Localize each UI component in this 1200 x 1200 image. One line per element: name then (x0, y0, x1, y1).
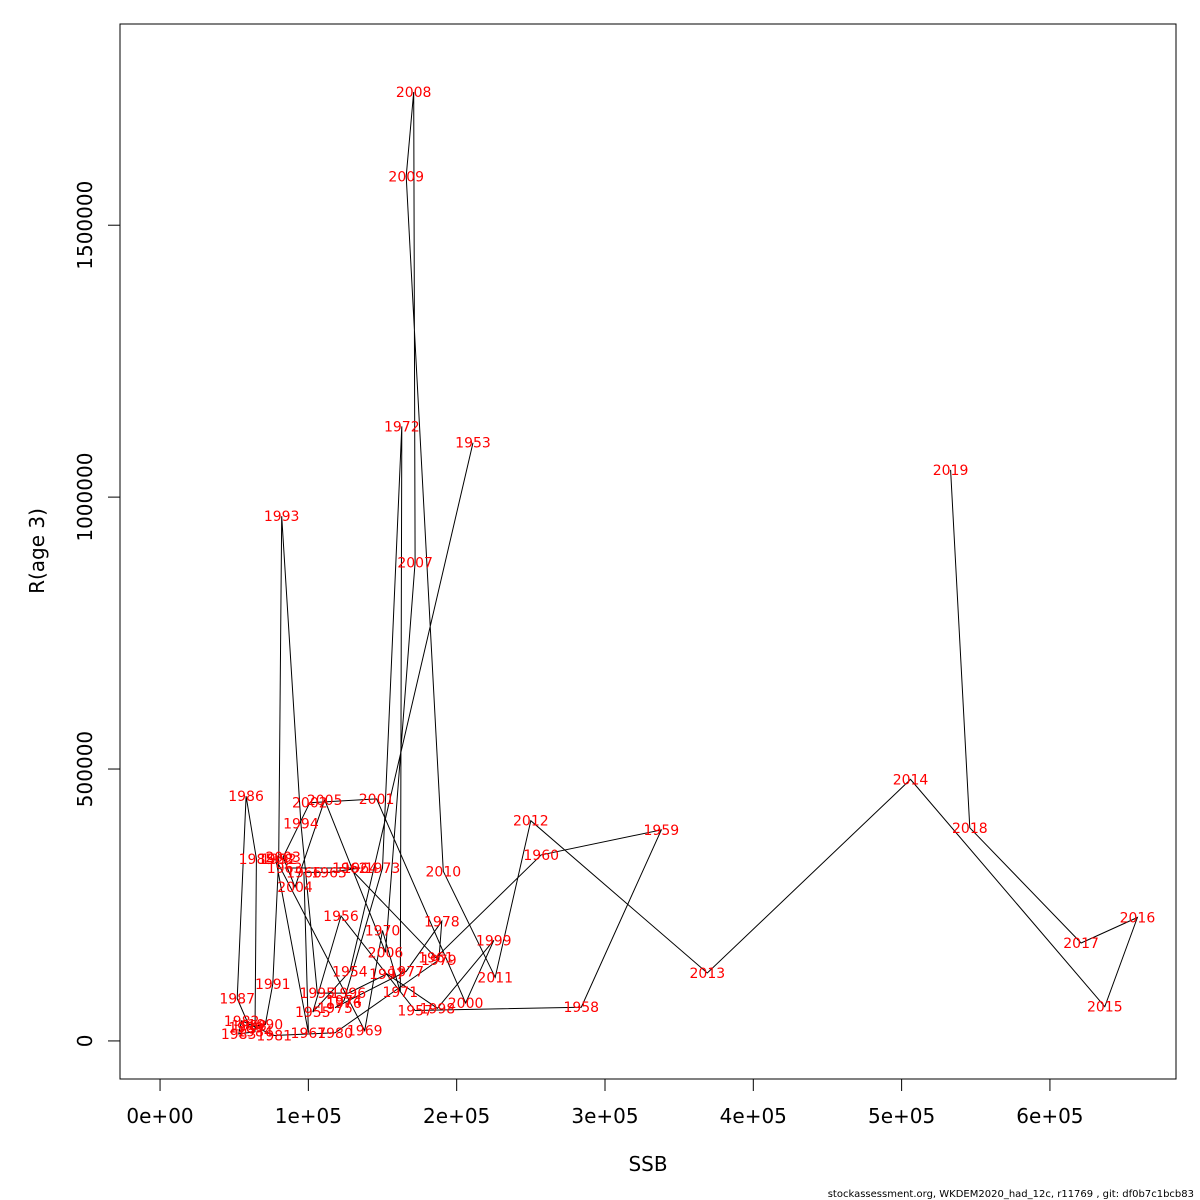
year-label-1998: 1998 (420, 1001, 456, 1017)
y-axis-label: R(age 3) (25, 508, 49, 594)
year-label-1987: 1987 (219, 992, 255, 1008)
year-label-2014: 2014 (893, 772, 929, 788)
year-label-1985: 1985 (239, 852, 275, 868)
year-label-2004: 2004 (277, 880, 313, 896)
year-label-1953: 1953 (455, 436, 491, 452)
year-label-1997: 1997 (369, 967, 405, 983)
year-label-1986: 1986 (228, 789, 264, 805)
year-label-2011: 2011 (477, 970, 513, 986)
year-label-1956: 1956 (323, 909, 359, 925)
x-tick-label: 6e+05 (1016, 1104, 1083, 1128)
year-label-1975: 1975 (317, 1001, 353, 1017)
year-label-1995: 1995 (299, 986, 335, 1002)
plot-frame (119, 23, 1177, 1080)
year-labels: 1953 1954 1955 1956 1957 1958 1959 1960 1961 1962… (219, 85, 1155, 1045)
x-axis: 0e+00 1e+05 2e+05 3e+05 4e+05 5e+05 6e+05 (126, 1078, 1084, 1128)
year-label-1964: 1964 (342, 861, 378, 877)
year-label-1973: 1973 (365, 861, 401, 877)
year-label-2019: 2019 (933, 463, 969, 479)
y-tick-label: 0 (73, 1035, 97, 1048)
year-label-1991: 1991 (255, 977, 291, 993)
year-label-2008: 2008 (396, 85, 432, 101)
x-axis-label: SSB (628, 1152, 667, 1176)
year-label-1966: 1966 (286, 865, 322, 881)
year-label-1977: 1977 (388, 964, 424, 980)
year-label-2016: 2016 (1120, 910, 1156, 926)
year-label-1976: 1976 (326, 996, 362, 1012)
year-label-2005: 2005 (307, 793, 343, 809)
sr-trajectory-line (236, 91, 1139, 1037)
year-label-1999: 1999 (476, 933, 512, 949)
y-tick-label: 500000 (73, 731, 97, 807)
year-label-1988: 1988 (231, 1019, 267, 1035)
year-label-1959: 1959 (644, 823, 680, 839)
year-label-2002: 2002 (292, 796, 328, 812)
year-label-1990: 1990 (248, 1018, 284, 1034)
year-label-1961: 1961 (418, 951, 454, 967)
year-label-2012: 2012 (513, 814, 549, 830)
year-label-1955: 1955 (295, 1005, 331, 1021)
year-label-1971: 1971 (382, 985, 418, 1001)
year-label-1980: 1980 (317, 1026, 353, 1042)
year-label-2001: 2001 (359, 792, 395, 808)
year-label-2009: 2009 (388, 169, 424, 185)
y-tick-label: 1500000 (73, 181, 97, 270)
year-label-1960: 1960 (523, 848, 559, 864)
y-tick-label: 1000000 (73, 453, 97, 542)
year-label-1970: 1970 (365, 924, 401, 940)
year-label-1992: 1992 (261, 852, 297, 868)
year-label-1978: 1978 (424, 914, 460, 930)
year-label-2018: 2018 (952, 821, 988, 837)
year-label-2007: 2007 (397, 555, 433, 571)
year-label-2017: 2017 (1063, 936, 1099, 952)
year-label-2015: 2015 (1087, 1000, 1123, 1016)
year-label-1979: 1979 (421, 953, 457, 969)
year-label-1982: 1982 (224, 1014, 260, 1030)
year-label-1974: 1974 (326, 994, 362, 1010)
year-label-1954: 1954 (332, 964, 368, 980)
year-label-2003: 2003 (265, 850, 301, 866)
year-label-1963: 1963 (267, 861, 303, 877)
year-label-2013: 2013 (690, 966, 726, 982)
year-label-1972: 1972 (384, 419, 420, 435)
year-label-1969: 1969 (347, 1024, 383, 1040)
year-label-1994: 1994 (283, 816, 319, 832)
year-label-1962: 1962 (332, 861, 368, 877)
year-label-1958: 1958 (563, 1000, 599, 1016)
footer-text: stockassessment.org, WKDEM2020_had_12c, … (828, 1189, 1194, 1200)
x-tick-label: 5e+05 (868, 1104, 935, 1128)
year-label-1996: 1996 (331, 986, 367, 1002)
x-tick-label: 4e+05 (720, 1104, 787, 1128)
year-label-1967: 1967 (291, 1026, 327, 1042)
year-label-2006: 2006 (368, 945, 404, 961)
year-label-1965: 1965 (311, 865, 347, 881)
year-label-2010: 2010 (426, 864, 462, 880)
year-label-1957: 1957 (397, 1003, 433, 1019)
x-tick-label: 3e+05 (571, 1104, 638, 1128)
year-label-1968: 1968 (258, 852, 294, 868)
year-label-1993: 1993 (264, 509, 300, 525)
y-axis: 0 500000 1000000 1500000 (73, 181, 121, 1048)
x-tick-label: 1e+05 (275, 1104, 342, 1128)
x-tick-label: 0e+00 (126, 1104, 193, 1128)
x-tick-label: 2e+05 (423, 1104, 490, 1128)
year-label-2000: 2000 (448, 996, 484, 1012)
year-label-1983: 1983 (221, 1027, 257, 1043)
year-label-1989: 1989 (228, 1020, 264, 1036)
year-label-1984: 1984 (237, 1025, 273, 1041)
year-label-1981: 1981 (256, 1028, 292, 1044)
